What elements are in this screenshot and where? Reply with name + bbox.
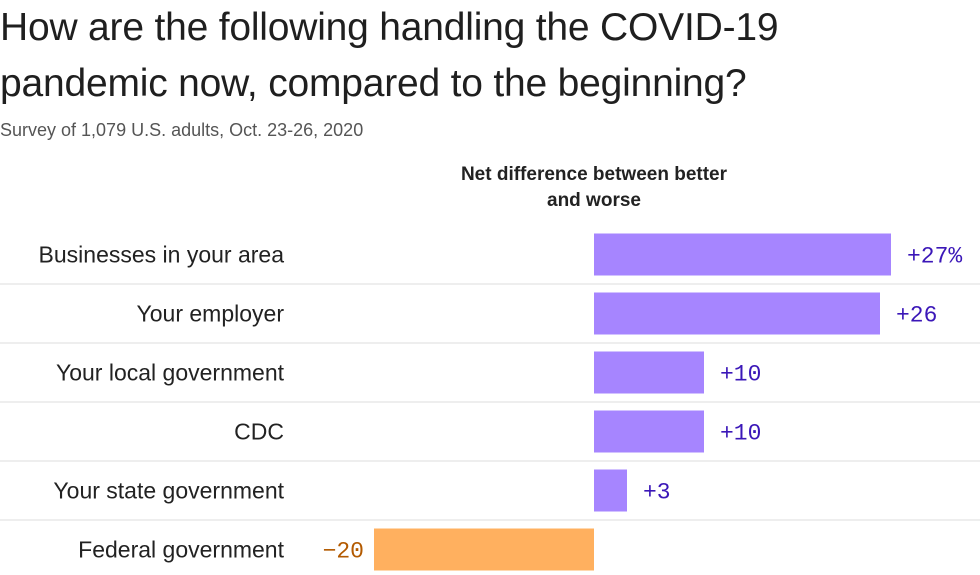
category-label: CDC — [234, 419, 284, 445]
value-label: +26 — [896, 303, 937, 329]
category-label: Your local government — [56, 360, 285, 386]
bar — [594, 410, 704, 453]
bar — [594, 292, 880, 335]
category-label: Your state government — [53, 478, 284, 504]
category-label: Businesses in your area — [39, 242, 285, 268]
bar — [594, 233, 891, 276]
category-label: Your employer — [137, 301, 285, 327]
value-label: +10 — [720, 421, 761, 447]
bar — [594, 469, 627, 512]
bar — [594, 351, 704, 394]
value-label: +10 — [720, 362, 761, 388]
column-header: Net difference between better and worse — [460, 164, 728, 211]
value-label: +3 — [643, 480, 671, 506]
value-label: −20 — [323, 539, 364, 565]
value-label: +27% — [907, 244, 962, 270]
chart-title: How are the following handling the COVID… — [0, 6, 779, 105]
chart-subtitle: Survey of 1,079 U.S. adults, Oct. 23-26,… — [0, 120, 364, 140]
category-label: Federal government — [78, 537, 284, 563]
bar — [374, 528, 594, 571]
